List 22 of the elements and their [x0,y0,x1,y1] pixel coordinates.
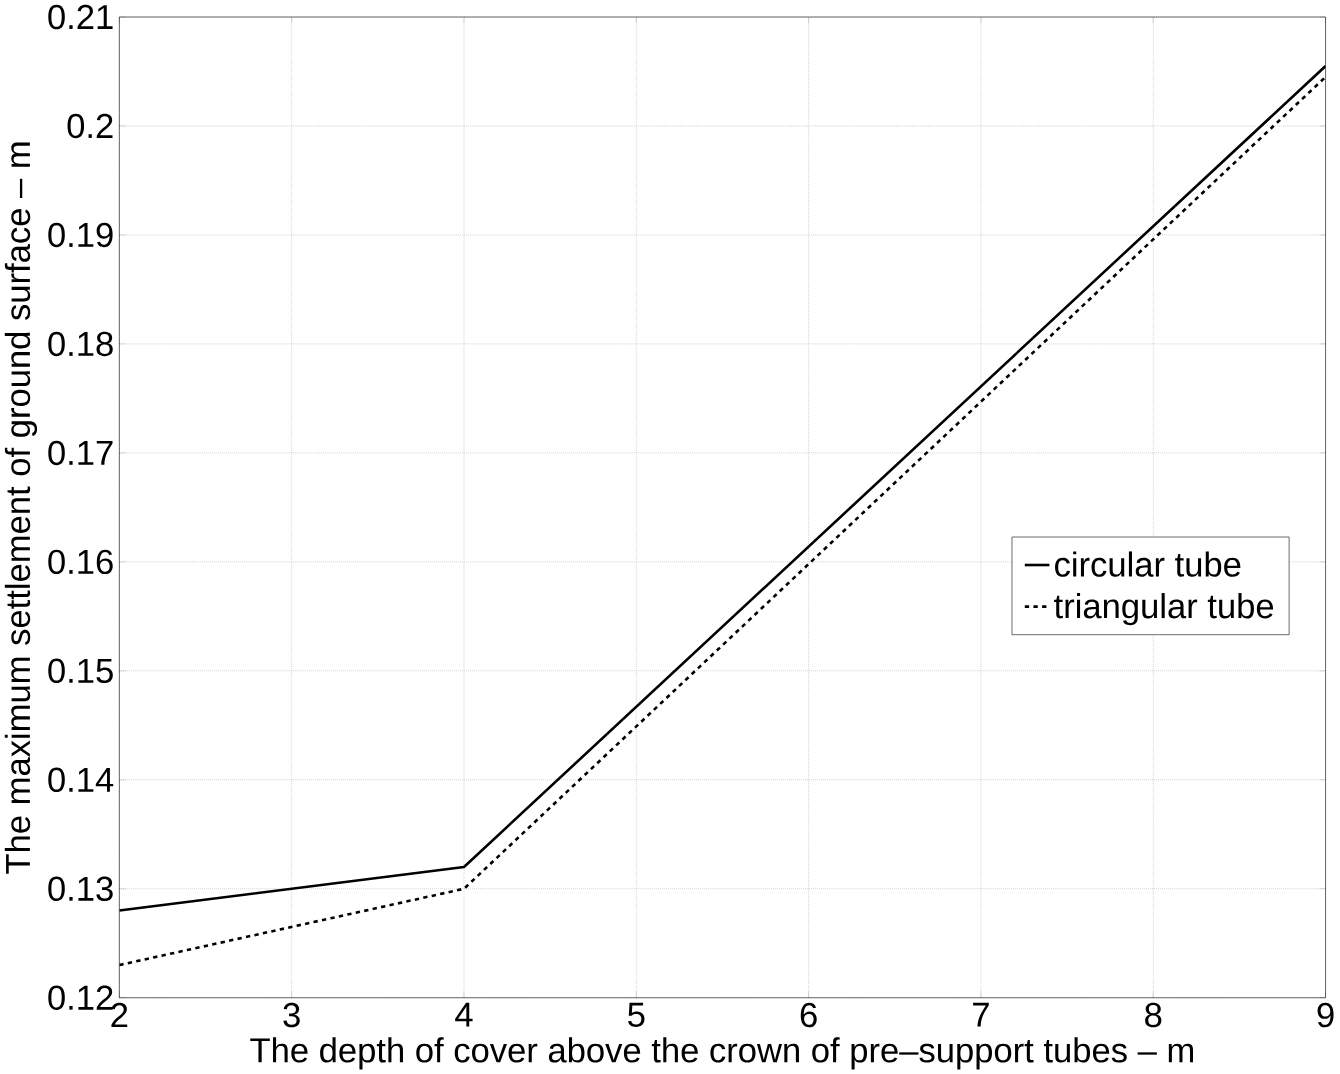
x-tick-label: 8 [1145,1002,1162,1028]
y-axis-title: The maximum settlement of ground surface – m [4,142,38,874]
legend-label: triangular tube [1054,592,1274,626]
x-axis-title: The depth of cover above the crown of pre–support tubes – m [250,1037,1194,1070]
x-tick-label: 7 [973,1002,989,1027]
x-tick-label: 5 [628,1002,645,1027]
x-tick-label: 3 [283,1002,300,1028]
y-tick-label: 0.19 [48,222,113,248]
x-tick-label: 9 [1317,1002,1334,1028]
legend-label: circular tube [1055,551,1241,577]
y-tick-label: 0.14 [48,767,114,792]
y-tick-label: 0.15 [48,658,113,683]
y-tick-label: 0.16 [48,549,113,574]
y-tick-label: 0.2 [67,113,113,139]
y-tick-label: 0.21 [48,4,113,30]
x-tick-label: 6 [800,1002,817,1028]
y-tick-label: 0.12 [48,985,113,1010]
y-tick-label: 0.18 [48,331,113,357]
x-tick-label: 2 [111,1002,128,1027]
x-tick-label: 4 [455,1002,473,1027]
y-tick-label: 0.17 [48,440,113,466]
y-tick-label: 0.13 [48,876,113,901]
